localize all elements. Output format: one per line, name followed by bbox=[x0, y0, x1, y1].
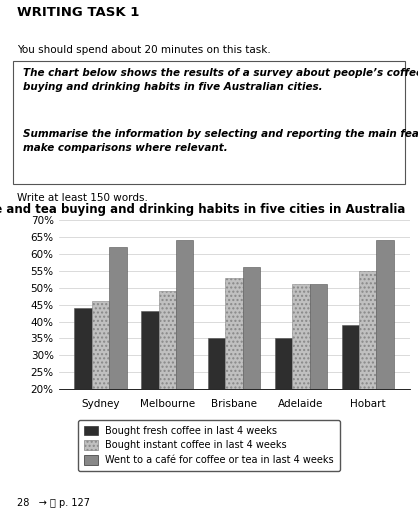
Bar bbox=[310, 284, 327, 457]
Bar bbox=[92, 301, 109, 457]
Text: 28   → Ⓟ p. 127: 28 → Ⓟ p. 127 bbox=[17, 498, 90, 508]
Bar bbox=[74, 308, 92, 457]
Bar bbox=[109, 247, 127, 457]
Bar bbox=[292, 284, 310, 457]
Text: Coffee and tea buying and drinking habits in five cities in Australia: Coffee and tea buying and drinking habit… bbox=[0, 203, 405, 217]
Bar bbox=[342, 325, 359, 457]
Text: You should spend about 20 minutes on this task.: You should spend about 20 minutes on thi… bbox=[17, 45, 270, 55]
Bar bbox=[141, 311, 158, 457]
Text: Summarise the information by selecting and reporting the main features, and
make: Summarise the information by selecting a… bbox=[23, 129, 418, 153]
Bar bbox=[359, 271, 376, 457]
Bar bbox=[376, 241, 394, 457]
FancyBboxPatch shape bbox=[13, 61, 405, 184]
Bar bbox=[225, 278, 243, 457]
Bar bbox=[158, 291, 176, 457]
Bar bbox=[176, 241, 194, 457]
Text: The chart below shows the results of a survey about people’s coffee and tea
buyi: The chart below shows the results of a s… bbox=[23, 68, 418, 92]
Text: WRITING TASK 1: WRITING TASK 1 bbox=[17, 6, 139, 19]
Legend: Bought fresh coffee in last 4 weeks, Bought instant coffee in last 4 weeks, Went: Bought fresh coffee in last 4 weeks, Bou… bbox=[78, 420, 340, 471]
Text: Write at least 150 words.: Write at least 150 words. bbox=[17, 193, 148, 203]
Bar bbox=[275, 338, 292, 457]
Bar bbox=[208, 338, 225, 457]
Bar bbox=[243, 267, 260, 457]
